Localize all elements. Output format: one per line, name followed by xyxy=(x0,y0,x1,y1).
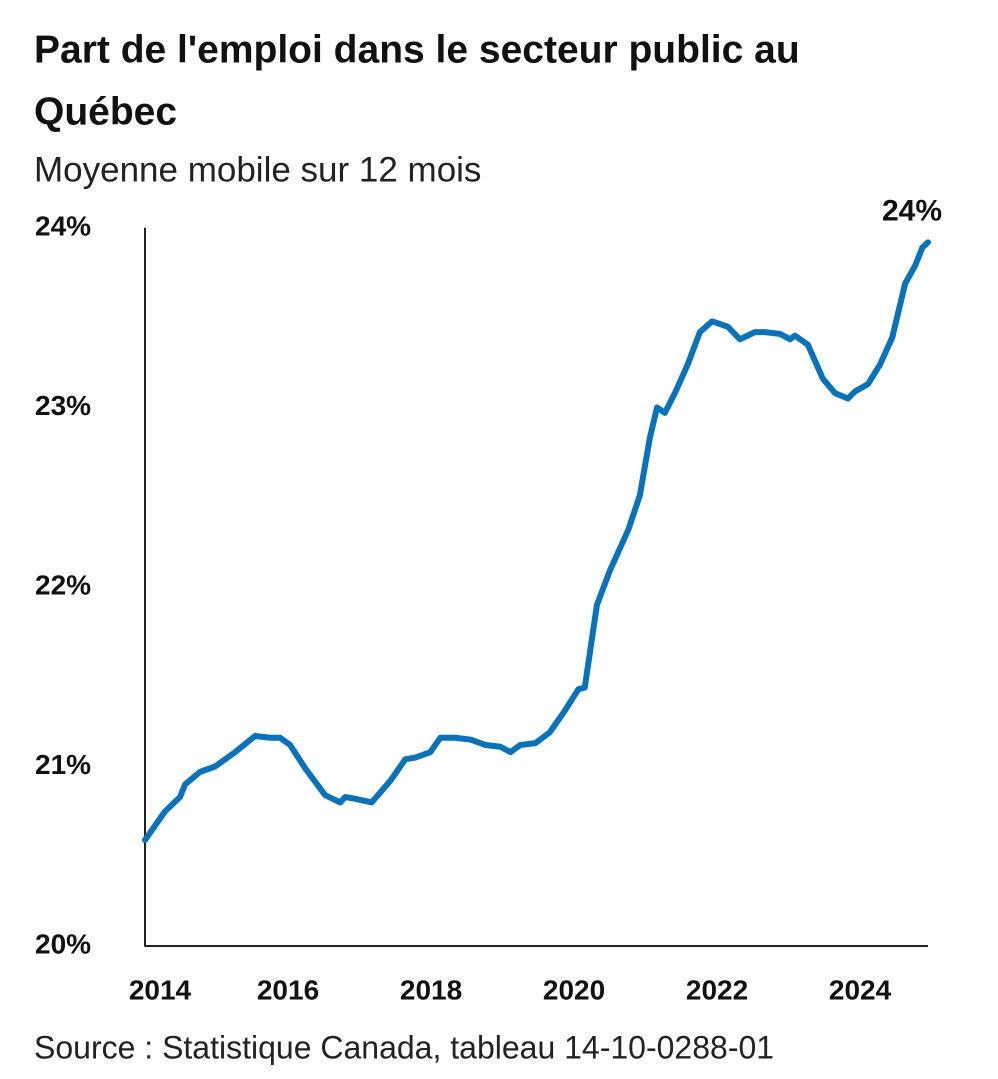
y-tick-label: 21% xyxy=(35,749,91,780)
chart-subtitle: Moyenne mobile sur 12 mois xyxy=(34,150,481,189)
chart-title: Part de l'emploi dans le secteur public … xyxy=(34,28,800,71)
y-tick-label: 20% xyxy=(35,928,91,959)
source-note: Source : Statistique Canada, tableau 14-… xyxy=(34,1029,774,1065)
end-annotation: 24% xyxy=(882,194,942,227)
x-tick-label: 2022 xyxy=(686,974,748,1005)
y-tick-label: 23% xyxy=(35,390,91,421)
x-tick-label: 2018 xyxy=(400,974,462,1005)
y-tick-label: 24% xyxy=(35,210,91,241)
chart-title: Québec xyxy=(34,90,177,133)
x-tick-label: 2014 xyxy=(129,974,192,1005)
x-tick-label: 2020 xyxy=(543,974,605,1005)
data-line xyxy=(142,239,931,844)
y-tick-label: 22% xyxy=(35,569,91,600)
x-tick-label: 2016 xyxy=(257,974,319,1005)
x-tick-label: 2024 xyxy=(829,974,892,1005)
